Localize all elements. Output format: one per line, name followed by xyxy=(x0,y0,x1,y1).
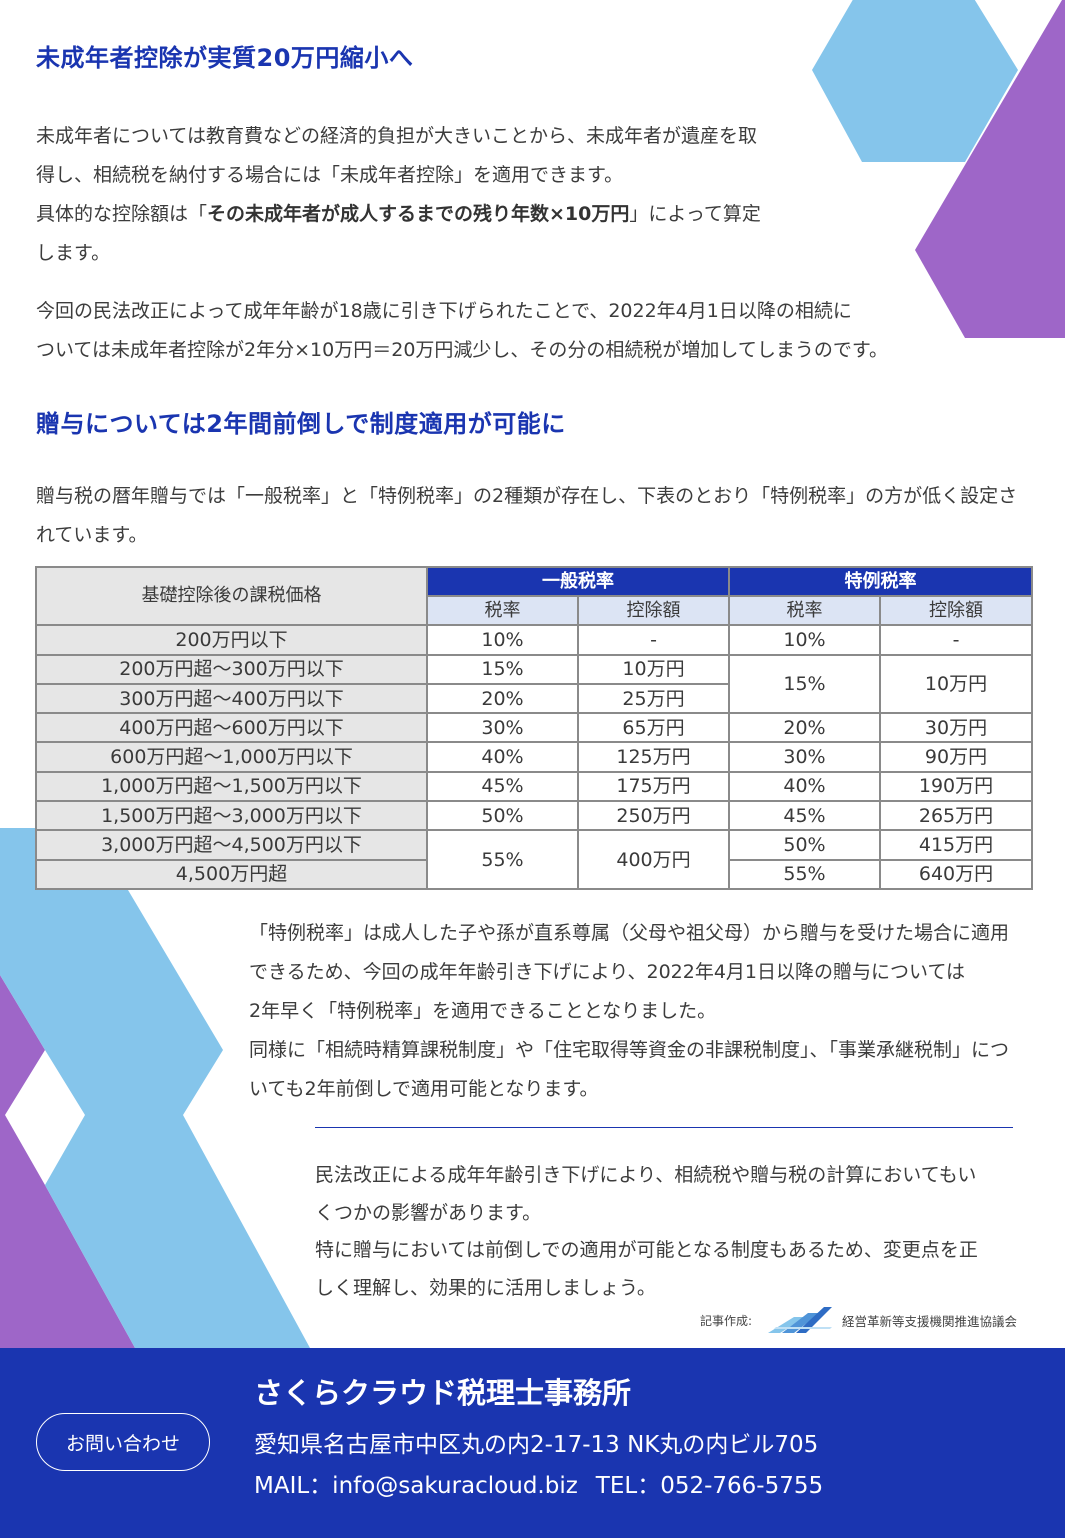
table-subheader-rate: 税率 xyxy=(728,594,881,627)
special-rate-cell: 50% xyxy=(728,829,881,861)
age-change-paragraph: 今回の民法改正によって成年年齢が18歳に引き下げられたことで、2022年4月1日… xyxy=(36,292,888,370)
special-deduction-cell: 190万円 xyxy=(879,770,1033,803)
general-deduction-cell: 250万円 xyxy=(577,800,730,832)
special-rate-explanation-paragraph: 「特例税率」は成人した子や孫が直系尊属（父母や祖父母）から贈与を受けた場合に適用… xyxy=(249,914,1009,1109)
bracket-cell: 1,500万円超～3,000万円以下 xyxy=(35,800,428,832)
special-rate-cell: 10% xyxy=(728,624,881,656)
credit-label: 記事作成: xyxy=(700,1313,753,1328)
table-subheader-deduction: 控除額 xyxy=(879,594,1033,627)
general-rate-cell: 20% xyxy=(426,682,579,715)
credit-organization: 経営革新等支援機関推進協議会 xyxy=(842,1313,1018,1329)
table-header-general-rate: 一般税率 xyxy=(426,566,730,597)
summary-paragraph: 民法改正による成年年齢引き下げにより、相続税や贈与税の計算においてもい くつかの… xyxy=(315,1157,978,1307)
special-deduction-cell: 640万円 xyxy=(879,858,1033,890)
table-row: 400万円超～600万円以下 30% 65万円 20% 30万円 xyxy=(35,712,1033,744)
text-line: 特に贈与においては前倒しでの適用が可能となる制度もあるため、変更点を正 xyxy=(315,1239,978,1261)
table-subheader-rate: 税率 xyxy=(426,594,579,627)
section-heading-gift: 贈与については2年間前倒しで制度適用が可能に xyxy=(36,410,566,438)
table-row: 200万円超～300万円以下 15% 10万円 15% 10万円 xyxy=(35,653,1033,715)
office-phone[interactable]: TEL：052-766-5755 xyxy=(595,1473,824,1499)
table-header-special-rate: 特例税率 xyxy=(728,566,1033,597)
text-line: 今回の民法改正によって成年年齢が18歳に引き下げられたことで、2022年4月1日… xyxy=(36,300,852,322)
bracket-cell: 1,000万円超～1,500万円以下 xyxy=(35,770,428,803)
text-line: ついては未成年者控除が2年分×10万円＝20万円減少し、その分の相続税が増加して… xyxy=(36,339,888,361)
office-email[interactable]: MAIL：info@sakuracloud.biz xyxy=(254,1473,578,1499)
bracket-cell: 300万円超～400万円以下 xyxy=(35,682,428,715)
general-rate-cell: 55% xyxy=(426,829,579,890)
table-row: 600万円超～1,000万円以下 40% 125万円 30% 90万円 xyxy=(35,741,1033,773)
special-deduction-cell: 90万円 xyxy=(879,741,1033,773)
general-deduction-cell: 125万円 xyxy=(577,741,730,773)
minor-deduction-paragraph: 未成年者については教育費などの経済的負担が大きいことから、未成年者が遺産を取 得… xyxy=(36,117,761,273)
text-line: 同様に「相続時精算課税制度」や「住宅取得等資金の非課税制度」、「事業承継税制」に… xyxy=(249,1039,1010,1061)
section-divider xyxy=(315,1127,1013,1128)
general-deduction-cell: 10万円 xyxy=(577,653,730,685)
text-fragment: 具体的な控除額は「 xyxy=(36,203,208,225)
general-rate-cell: 45% xyxy=(426,770,579,803)
contact-button[interactable]: お問い合わせ xyxy=(36,1413,210,1471)
text-line: 具体的な控除額は「その未成年者が成人するまでの残り年数×10万円」によって算定 xyxy=(36,195,761,234)
text-line: 贈与税の暦年贈与では「一般税率」と「特例税率」の2種類が存在し、下表のとおり「特… xyxy=(36,485,1018,507)
text-fragment: 」によって算定 xyxy=(629,203,761,225)
footer xyxy=(0,1348,1065,1538)
deduction-formula-emphasis: その未成年者が成人するまでの残り年数×10万円 xyxy=(207,203,630,225)
bracket-cell: 600万円超～1,000万円以下 xyxy=(35,741,428,773)
special-rate-cell: 20% xyxy=(728,712,881,744)
special-rate-cell: 55% xyxy=(728,858,881,890)
bracket-cell: 4,500万円超 xyxy=(35,858,428,890)
general-rate-cell: 40% xyxy=(426,741,579,773)
organization-logo-icon xyxy=(768,1307,833,1333)
text-line: 民法改正による成年年齢引き下げにより、相続税や贈与税の計算においてもい xyxy=(315,1164,977,1186)
special-rate-cell: 15% xyxy=(728,653,881,715)
general-deduction-cell: 175万円 xyxy=(577,770,730,803)
table-header-taxable-value: 基礎控除後の課税価格 xyxy=(35,565,428,627)
general-deduction-cell: - xyxy=(577,624,730,656)
text-line: くつかの影響があります。 xyxy=(315,1201,542,1224)
gift-intro-paragraph: 贈与税の暦年贈与では「一般税率」と「特例税率」の2種類が存在し、下表のとおり「特… xyxy=(36,477,1017,555)
office-name: さくらクラウド税理士事務所 xyxy=(254,1376,632,1410)
office-contact-info: MAIL：info@sakuracloud.biz TEL：052-766-575… xyxy=(254,1466,823,1500)
table-row: 3,000万円超～4,500万円以下 55% 400万円 50% 415万円 xyxy=(35,829,1033,890)
table-row: 300万円超～400万円以下 20% 25万円 xyxy=(35,682,1032,715)
text-line: します。 xyxy=(36,242,111,264)
general-rate-cell: 15% xyxy=(426,653,579,685)
text-line: 得し、相続税を納付する場合には「未成年者控除」を適用できます。 xyxy=(36,164,624,186)
table-row: 1,500万円超～3,000万円以下 50% 250万円 45% 265万円 xyxy=(35,800,1033,832)
special-deduction-cell: 265万円 xyxy=(879,800,1033,832)
special-deduction-cell: 415万円 xyxy=(879,829,1033,861)
special-deduction-cell: 10万円 xyxy=(879,653,1033,715)
general-deduction-cell: 65万円 xyxy=(577,712,730,744)
special-rate-cell: 45% xyxy=(728,800,881,832)
general-rate-cell: 50% xyxy=(426,800,579,832)
text-line: 「特例税率」は成人した子や孫が直系尊属（父母や祖父母）から贈与を受けた場合に適用 xyxy=(249,922,1010,944)
table-row: 1,000万円超～1,500万円以下 45% 175万円 40% 190万円 xyxy=(35,770,1033,803)
special-deduction-cell: 30万円 xyxy=(879,712,1033,744)
general-deduction-cell: 25万円 xyxy=(577,682,730,715)
text-line: 2年早く「特例税率」を適用できることとなりました。 xyxy=(249,1000,717,1022)
text-line: れています。 xyxy=(36,524,148,546)
general-deduction-cell: 400万円 xyxy=(577,829,730,890)
text-line: いても2年前倒しで適用可能となります。 xyxy=(249,1078,599,1100)
bracket-cell: 3,000万円超～4,500万円以下 xyxy=(35,829,428,861)
section-heading-minor-deduction: 未成年者控除が実質20万円縮小へ xyxy=(36,44,414,72)
table-row: 200万円以下 10% - 10% - xyxy=(35,624,1033,656)
special-rate-cell: 40% xyxy=(728,770,881,803)
text-line: しく理解し、効果的に活用しましょう。 xyxy=(315,1276,656,1299)
special-rate-cell: 30% xyxy=(728,741,881,773)
text-line: 未成年者については教育費などの経済的負担が大きいことから、未成年者が遺産を取 xyxy=(36,125,758,147)
table-subheader-deduction: 控除額 xyxy=(577,594,730,627)
gift-tax-rate-table: 基礎控除後の課税価格 一般税率 特例税率 税率 控除額 税率 控除額 200万円… xyxy=(35,565,1033,890)
general-rate-cell: 30% xyxy=(426,712,579,744)
bracket-cell: 200万円以下 xyxy=(35,624,428,656)
bracket-cell: 400万円超～600万円以下 xyxy=(35,712,428,744)
general-rate-cell: 10% xyxy=(426,624,579,656)
article-credit: 記事作成: 経営革新等支援機関推進協議会 xyxy=(700,1307,1017,1333)
special-deduction-cell: - xyxy=(879,624,1033,656)
text-line: できるため、今回の成年年齢引き下げにより、2022年4月1日以降の贈与については xyxy=(249,961,966,983)
bracket-cell: 200万円超～300万円以下 xyxy=(35,653,428,685)
office-address: 愛知県名古屋市中区丸の内2-17-13 NK丸の内ビル705 xyxy=(254,1432,819,1458)
